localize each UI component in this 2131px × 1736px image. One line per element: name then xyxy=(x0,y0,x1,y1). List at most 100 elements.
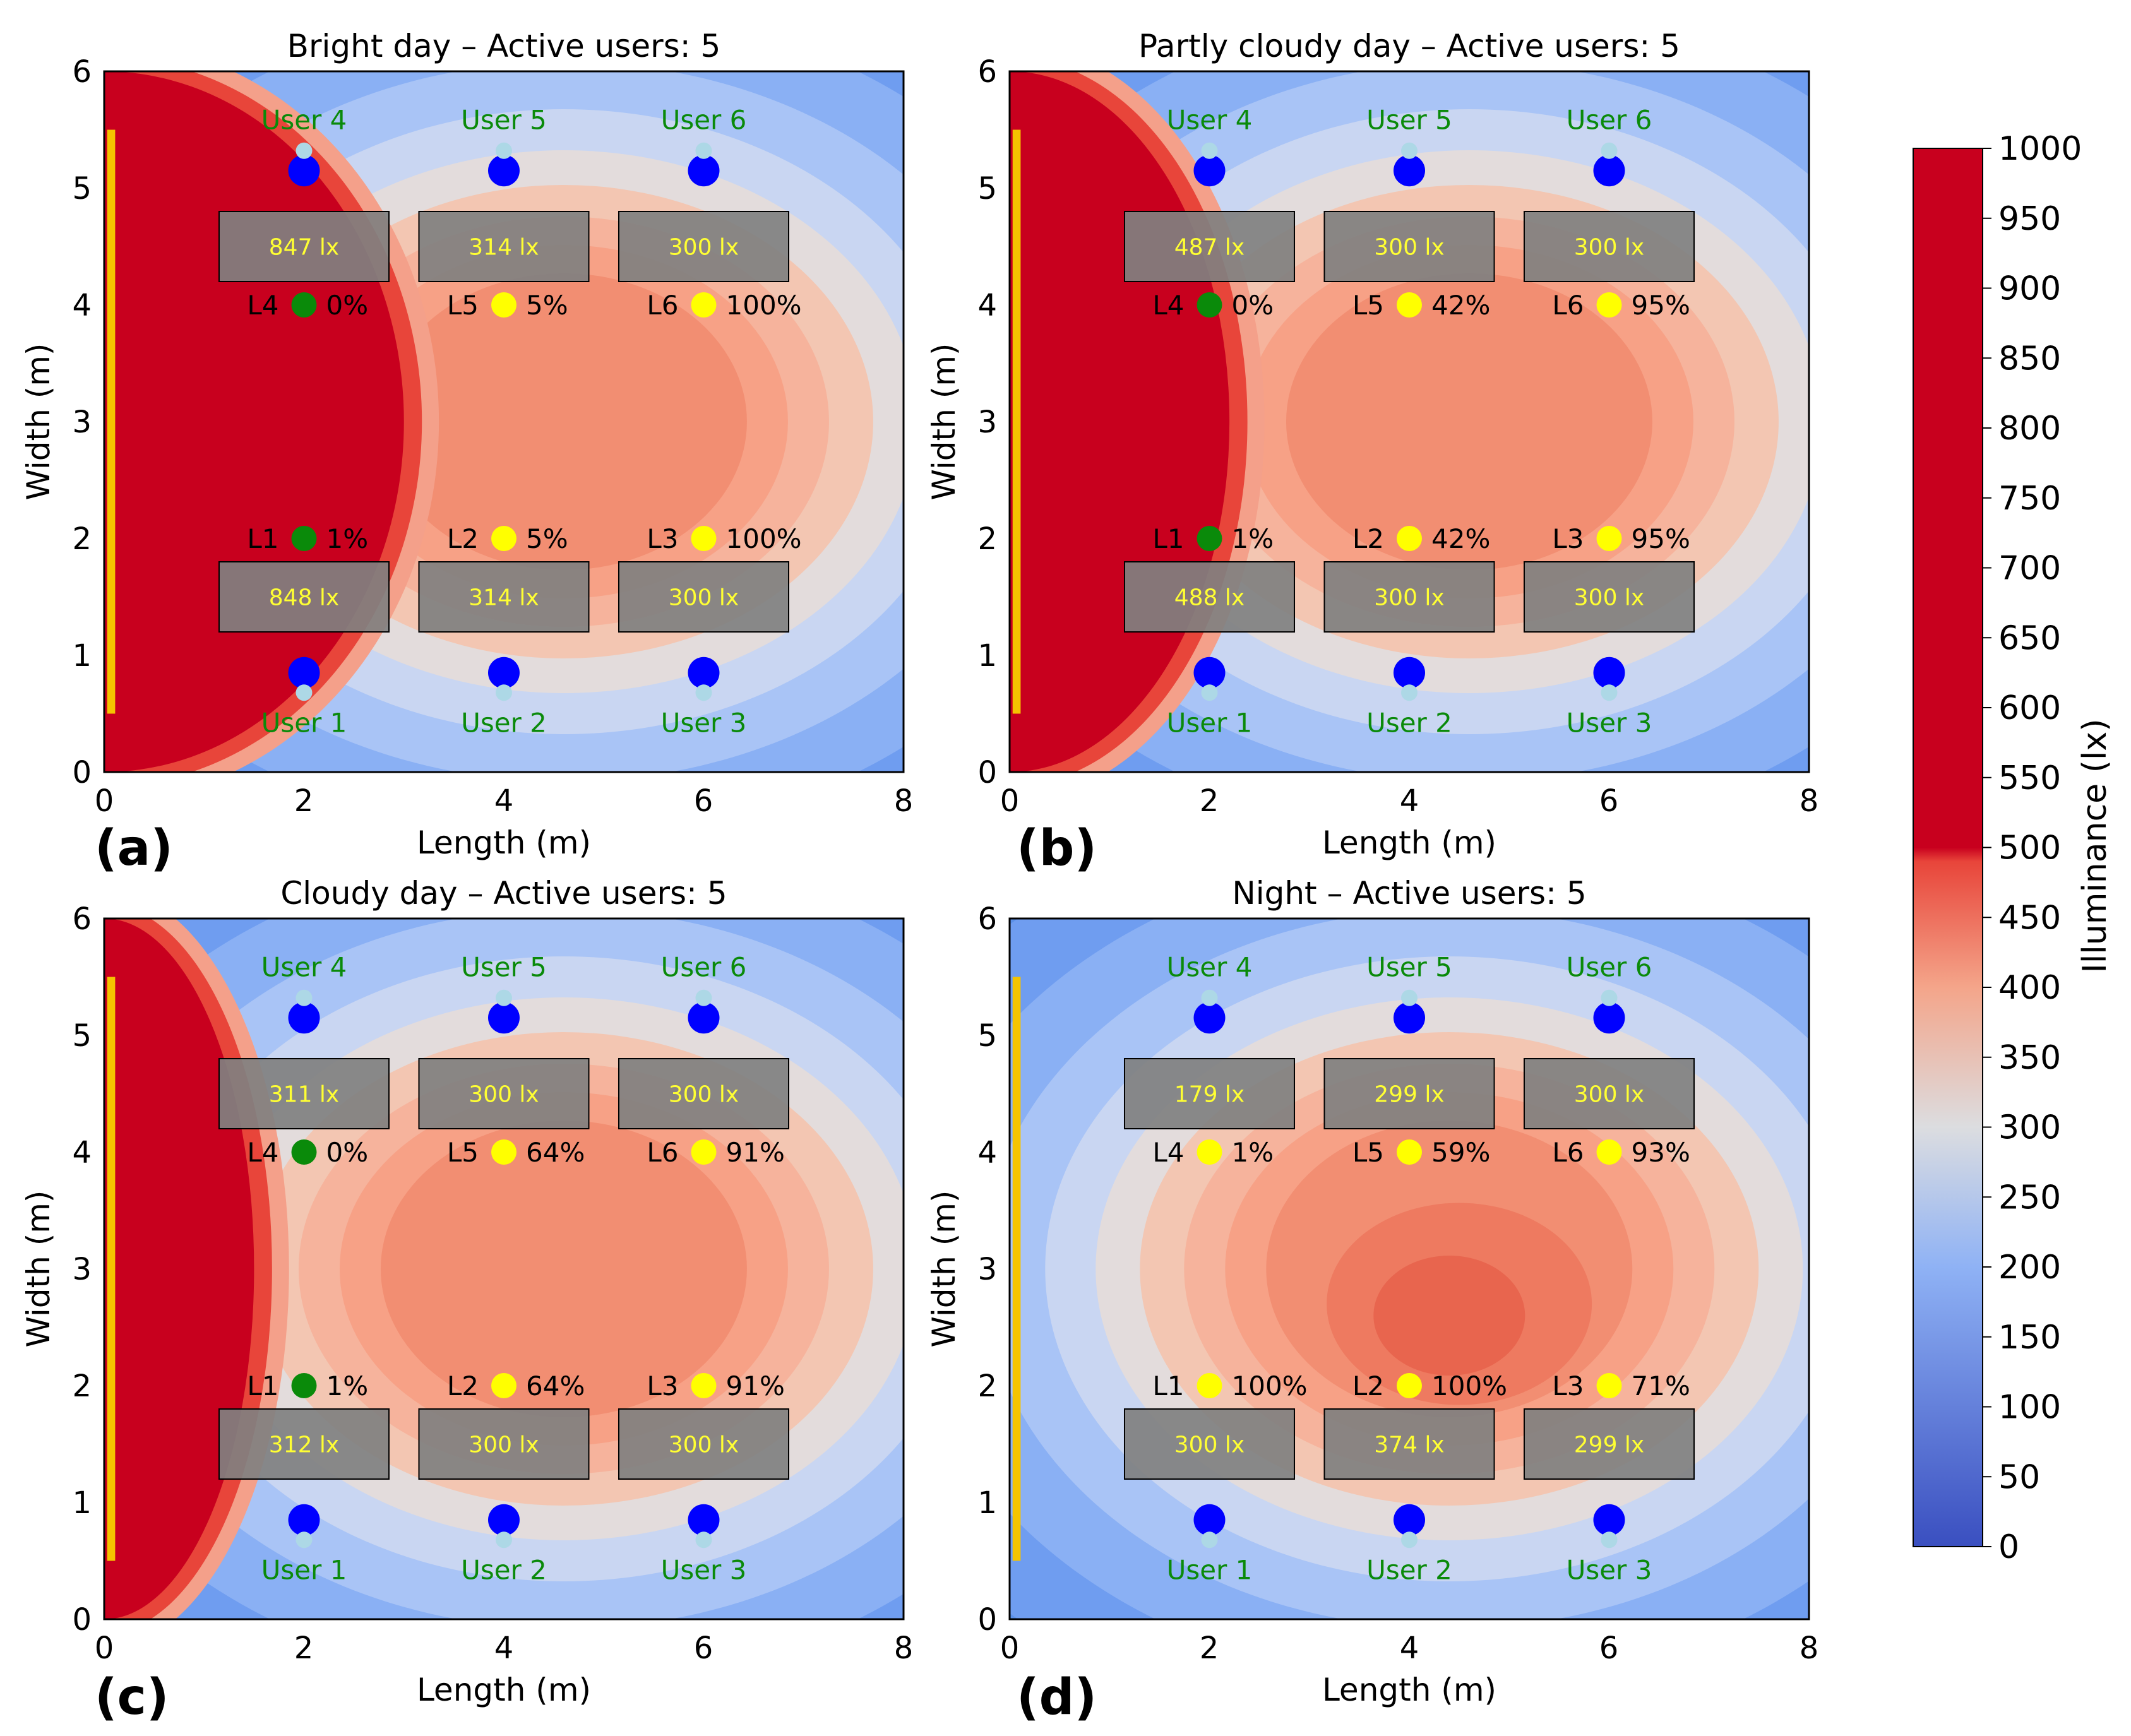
desk xyxy=(1323,211,1495,282)
desk-illuminance-label: 487 lx xyxy=(1174,235,1245,261)
lamp-marker xyxy=(1397,1373,1422,1398)
y-tick: 3 xyxy=(977,405,997,440)
user-marker xyxy=(488,657,520,689)
x-tick: 0 xyxy=(1000,1631,1020,1666)
colorbar-tick-label: 250 xyxy=(1998,1179,2061,1216)
lamp-dimming: 42% xyxy=(1431,523,1490,554)
colorbar-tick-label: 200 xyxy=(1998,1249,2061,1287)
lamp-name: L4 xyxy=(247,290,278,321)
colorbar-tick-label: 0 xyxy=(1998,1528,2019,1566)
desk-illuminance-label: 300 lx xyxy=(1174,1432,1245,1458)
window xyxy=(107,129,116,714)
overlay-b: 488 lx 300 lx 300 lx 487 lx 300 lx 300 lx L1 1%… xyxy=(1012,105,1695,738)
colorbar-tick-label: 850 xyxy=(1998,340,2061,378)
user-label: User 1 xyxy=(1167,1554,1253,1585)
colorbar-ticks: 0 50 100 150 200 250 300 350 400 450 500 550 600 650 7… xyxy=(1983,130,2082,1566)
user-marker xyxy=(488,1002,520,1034)
colorbar-tick-label: 1000 xyxy=(1998,130,2082,168)
y-tick: 0 xyxy=(72,1602,92,1638)
panel-b: Partly cloudy day – Active users: 5 488 … xyxy=(926,28,1818,877)
user-label: User 5 xyxy=(461,952,547,983)
desk-illuminance-label: 374 lx xyxy=(1374,1432,1444,1458)
overlay-c: 312 lx 300 lx 300 lx 311 lx 300 lx 300 lx L1 1%… xyxy=(107,952,790,1585)
user-label: User 1 xyxy=(1167,707,1253,738)
user-head xyxy=(1401,142,1418,159)
lamp-marker xyxy=(1197,526,1222,551)
user-marker xyxy=(488,155,520,187)
y-ticks: 0 1 2 3 4 5 6 xyxy=(977,901,997,1638)
y-axis-label: Width (m) xyxy=(20,343,57,501)
lamp-dimming: 5% xyxy=(526,290,568,321)
plot-frame xyxy=(1008,70,1810,773)
y-ticks: 0 1 2 3 4 5 6 xyxy=(72,54,92,790)
user-head xyxy=(295,1531,313,1549)
desk xyxy=(1123,1058,1296,1129)
lamp-marker xyxy=(1397,526,1422,551)
colorbar-tick-label: 300 xyxy=(1998,1109,2061,1147)
desk xyxy=(1123,211,1296,282)
x-tick: 6 xyxy=(694,783,713,819)
heat-contour xyxy=(1373,1256,1525,1376)
lamp-dimming: 93% xyxy=(1632,1137,1690,1168)
y-tick: 1 xyxy=(72,638,92,674)
user-marker xyxy=(1394,1504,1425,1536)
x-tick: 0 xyxy=(1000,783,1020,819)
colorbar-tick-label: 700 xyxy=(1998,550,2061,588)
user-head xyxy=(695,989,712,1006)
colorbar-tick-label: 450 xyxy=(1998,899,2061,937)
desk-illuminance-label: 848 lx xyxy=(269,585,339,611)
user-head xyxy=(496,1531,512,1549)
user-marker xyxy=(1593,1002,1625,1034)
window xyxy=(107,977,116,1561)
desk-illuminance-label: 314 lx xyxy=(469,235,539,261)
lamp-dimming: 1% xyxy=(1232,1137,1274,1168)
user-head xyxy=(1401,989,1418,1006)
desk xyxy=(1323,1408,1495,1480)
x-tick: 2 xyxy=(1200,1631,1219,1666)
x-tick: 0 xyxy=(95,783,114,819)
y-tick: 1 xyxy=(977,1485,997,1521)
y-tick: 0 xyxy=(977,755,997,790)
x-tick: 4 xyxy=(494,783,514,819)
y-tick: 0 xyxy=(977,1602,997,1638)
colorbar-tick-label: 550 xyxy=(1998,759,2061,797)
lamp-marker xyxy=(491,526,516,551)
lamp-marker xyxy=(691,526,717,551)
colorbar-tick-label: 350 xyxy=(1998,1039,2061,1077)
lamp-marker xyxy=(291,1373,317,1398)
lamp-dimming: 0% xyxy=(326,290,369,321)
desk xyxy=(1523,211,1695,282)
lamp-name: L3 xyxy=(647,523,678,554)
desk-illuminance-label: 312 lx xyxy=(269,1432,339,1458)
desk xyxy=(218,1408,390,1480)
desk-illuminance-label: 300 lx xyxy=(1374,585,1444,611)
panel-d: Night – Active users: 5 300 lx 374 lx 299 … xyxy=(926,875,1818,1726)
desk xyxy=(418,1058,590,1129)
plot-frame xyxy=(103,70,905,773)
colorbar-tick-label: 650 xyxy=(1998,619,2061,657)
lamp-name: L1 xyxy=(1152,1370,1184,1401)
lamp-name: L5 xyxy=(447,1137,479,1168)
y-tick: 2 xyxy=(72,521,92,557)
lamp-name: L2 xyxy=(1352,1370,1384,1401)
lamp-marker xyxy=(491,292,516,318)
colorbar-tick-label: 400 xyxy=(1998,969,2061,1007)
panel-label: (d) xyxy=(1017,1669,1097,1726)
panel-a: Bright day – Active users: 5 848 lx 314 l… xyxy=(20,28,913,877)
plot-frame xyxy=(103,917,905,1620)
lamp-dimming: 95% xyxy=(1632,290,1690,321)
lamp-name: L5 xyxy=(1352,290,1384,321)
y-ticks: 0 1 2 3 4 5 6 xyxy=(72,901,92,1638)
colorbar-tick-label: 750 xyxy=(1998,480,2061,518)
lamp-name: L6 xyxy=(647,290,678,321)
user-head xyxy=(295,684,313,701)
user-label: User 2 xyxy=(1366,1554,1452,1585)
desk-illuminance-label: 299 lx xyxy=(1574,1432,1644,1458)
lamp-dimming: 1% xyxy=(326,1370,369,1401)
panel-title: Partly cloudy day – Active users: 5 xyxy=(1138,28,1680,64)
x-ticks: 0 2 4 6 8 xyxy=(95,1631,914,1666)
lamp-marker xyxy=(491,1373,516,1398)
y-tick: 3 xyxy=(72,1252,92,1287)
panel-label: (b) xyxy=(1017,820,1097,877)
lamp-marker xyxy=(1596,526,1622,551)
